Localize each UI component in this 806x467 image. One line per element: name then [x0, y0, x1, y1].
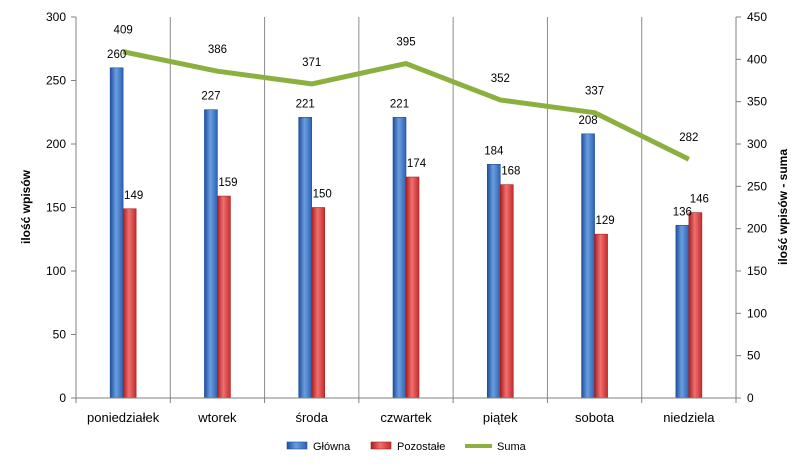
data-label-pozostale: 129: [595, 215, 614, 227]
data-label-pozostale: 168: [501, 166, 520, 178]
bar-pozostale: [217, 195, 231, 399]
bars: [109, 67, 703, 399]
y2-tick-label: 50: [747, 349, 761, 363]
y-tick-label: 50: [53, 328, 67, 342]
legend: Główna Pozostałe Suma: [286, 441, 527, 453]
bar-glowna: [298, 117, 313, 399]
data-label-suma: 337: [585, 86, 604, 98]
bar-glowna: [486, 164, 501, 399]
data-label-glowna: 221: [390, 98, 409, 110]
y2-axis-title: ilość wpisów - suma: [776, 149, 790, 265]
data-label-pozostale: 159: [218, 177, 237, 189]
y-tick-label: 0: [59, 391, 66, 405]
y-tick-label: 100: [46, 264, 66, 278]
legend-label-glowna: Główna: [313, 441, 351, 453]
y-tick-label: 250: [46, 74, 66, 88]
data-label-glowna: 136: [673, 206, 692, 218]
data-label-pozostale: 146: [690, 194, 709, 206]
x-tick-label: czwartek: [380, 410, 432, 425]
bar-glowna: [392, 117, 407, 399]
data-label-pozostale: 174: [407, 158, 427, 170]
x-tick-label: wtorek: [197, 410, 237, 425]
x-tick-label: sobota: [575, 410, 615, 425]
legend-label-pozostale: Pozostałe: [397, 441, 445, 453]
y2-tick-label: 400: [747, 52, 767, 66]
bar-pozostale: [311, 207, 326, 399]
y2-tick-label: 150: [747, 264, 767, 278]
x-tick-label: niedziela: [663, 410, 715, 425]
data-label-glowna: 208: [578, 115, 597, 127]
bar-pozostale: [688, 212, 703, 399]
bar-glowna: [109, 67, 124, 399]
y-tick-label: 200: [46, 137, 66, 151]
bar-pozostale: [499, 184, 514, 399]
y2-tick-label: 350: [747, 95, 767, 109]
legend-swatch-glowna: [286, 441, 308, 450]
y2-tick-label: 450: [747, 10, 767, 24]
y2-tick-label: 0: [747, 391, 754, 405]
data-label-glowna: 227: [201, 91, 220, 103]
bar-pozostale: [405, 176, 420, 399]
data-labels: 260 149 227 159 221 150 221 174 184 168 208 129 1361…: [107, 25, 709, 227]
data-label-glowna: 184: [484, 145, 504, 157]
data-label-suma: 371: [302, 57, 321, 69]
y2-tick-label: 100: [747, 306, 767, 320]
y-tick-label: 300: [46, 10, 66, 24]
data-label-suma: 409: [114, 25, 133, 37]
y-tick-label: 150: [46, 201, 66, 215]
data-label-pozostale: 149: [124, 190, 143, 202]
bar-glowna: [675, 224, 690, 399]
bar-glowna: [581, 133, 595, 399]
bar-pozostale: [122, 208, 137, 399]
data-label-suma: 282: [679, 132, 698, 144]
data-label-glowna: 260: [107, 49, 126, 61]
axes: 0 50 100 150 200 250 300 0 50 100 150 200 250 300 350 4…: [46, 10, 767, 425]
y-axis-title: ilość wpisów: [19, 169, 33, 244]
data-label-suma: 395: [396, 37, 415, 49]
x-tick-label: poniedziałek: [87, 410, 160, 425]
y2-tick-label: 250: [747, 179, 767, 193]
y2-tick-label: 300: [747, 137, 767, 151]
data-label-suma: 352: [491, 73, 510, 85]
x-tick-label: środa: [295, 410, 328, 425]
data-label-glowna: 221: [296, 98, 315, 110]
legend-label-suma: Suma: [497, 441, 527, 453]
y2-tick-label: 200: [747, 222, 767, 236]
series-line-suma: [122, 49, 690, 162]
bar-glowna: [204, 109, 218, 399]
x-tick-label: piątek: [483, 410, 518, 425]
data-label-pozostale: 150: [313, 189, 332, 201]
sum-line: [122, 49, 690, 162]
bar-pozostale: [594, 233, 608, 399]
legend-swatch-pozostale: [370, 441, 392, 450]
data-label-suma: 386: [208, 44, 227, 56]
